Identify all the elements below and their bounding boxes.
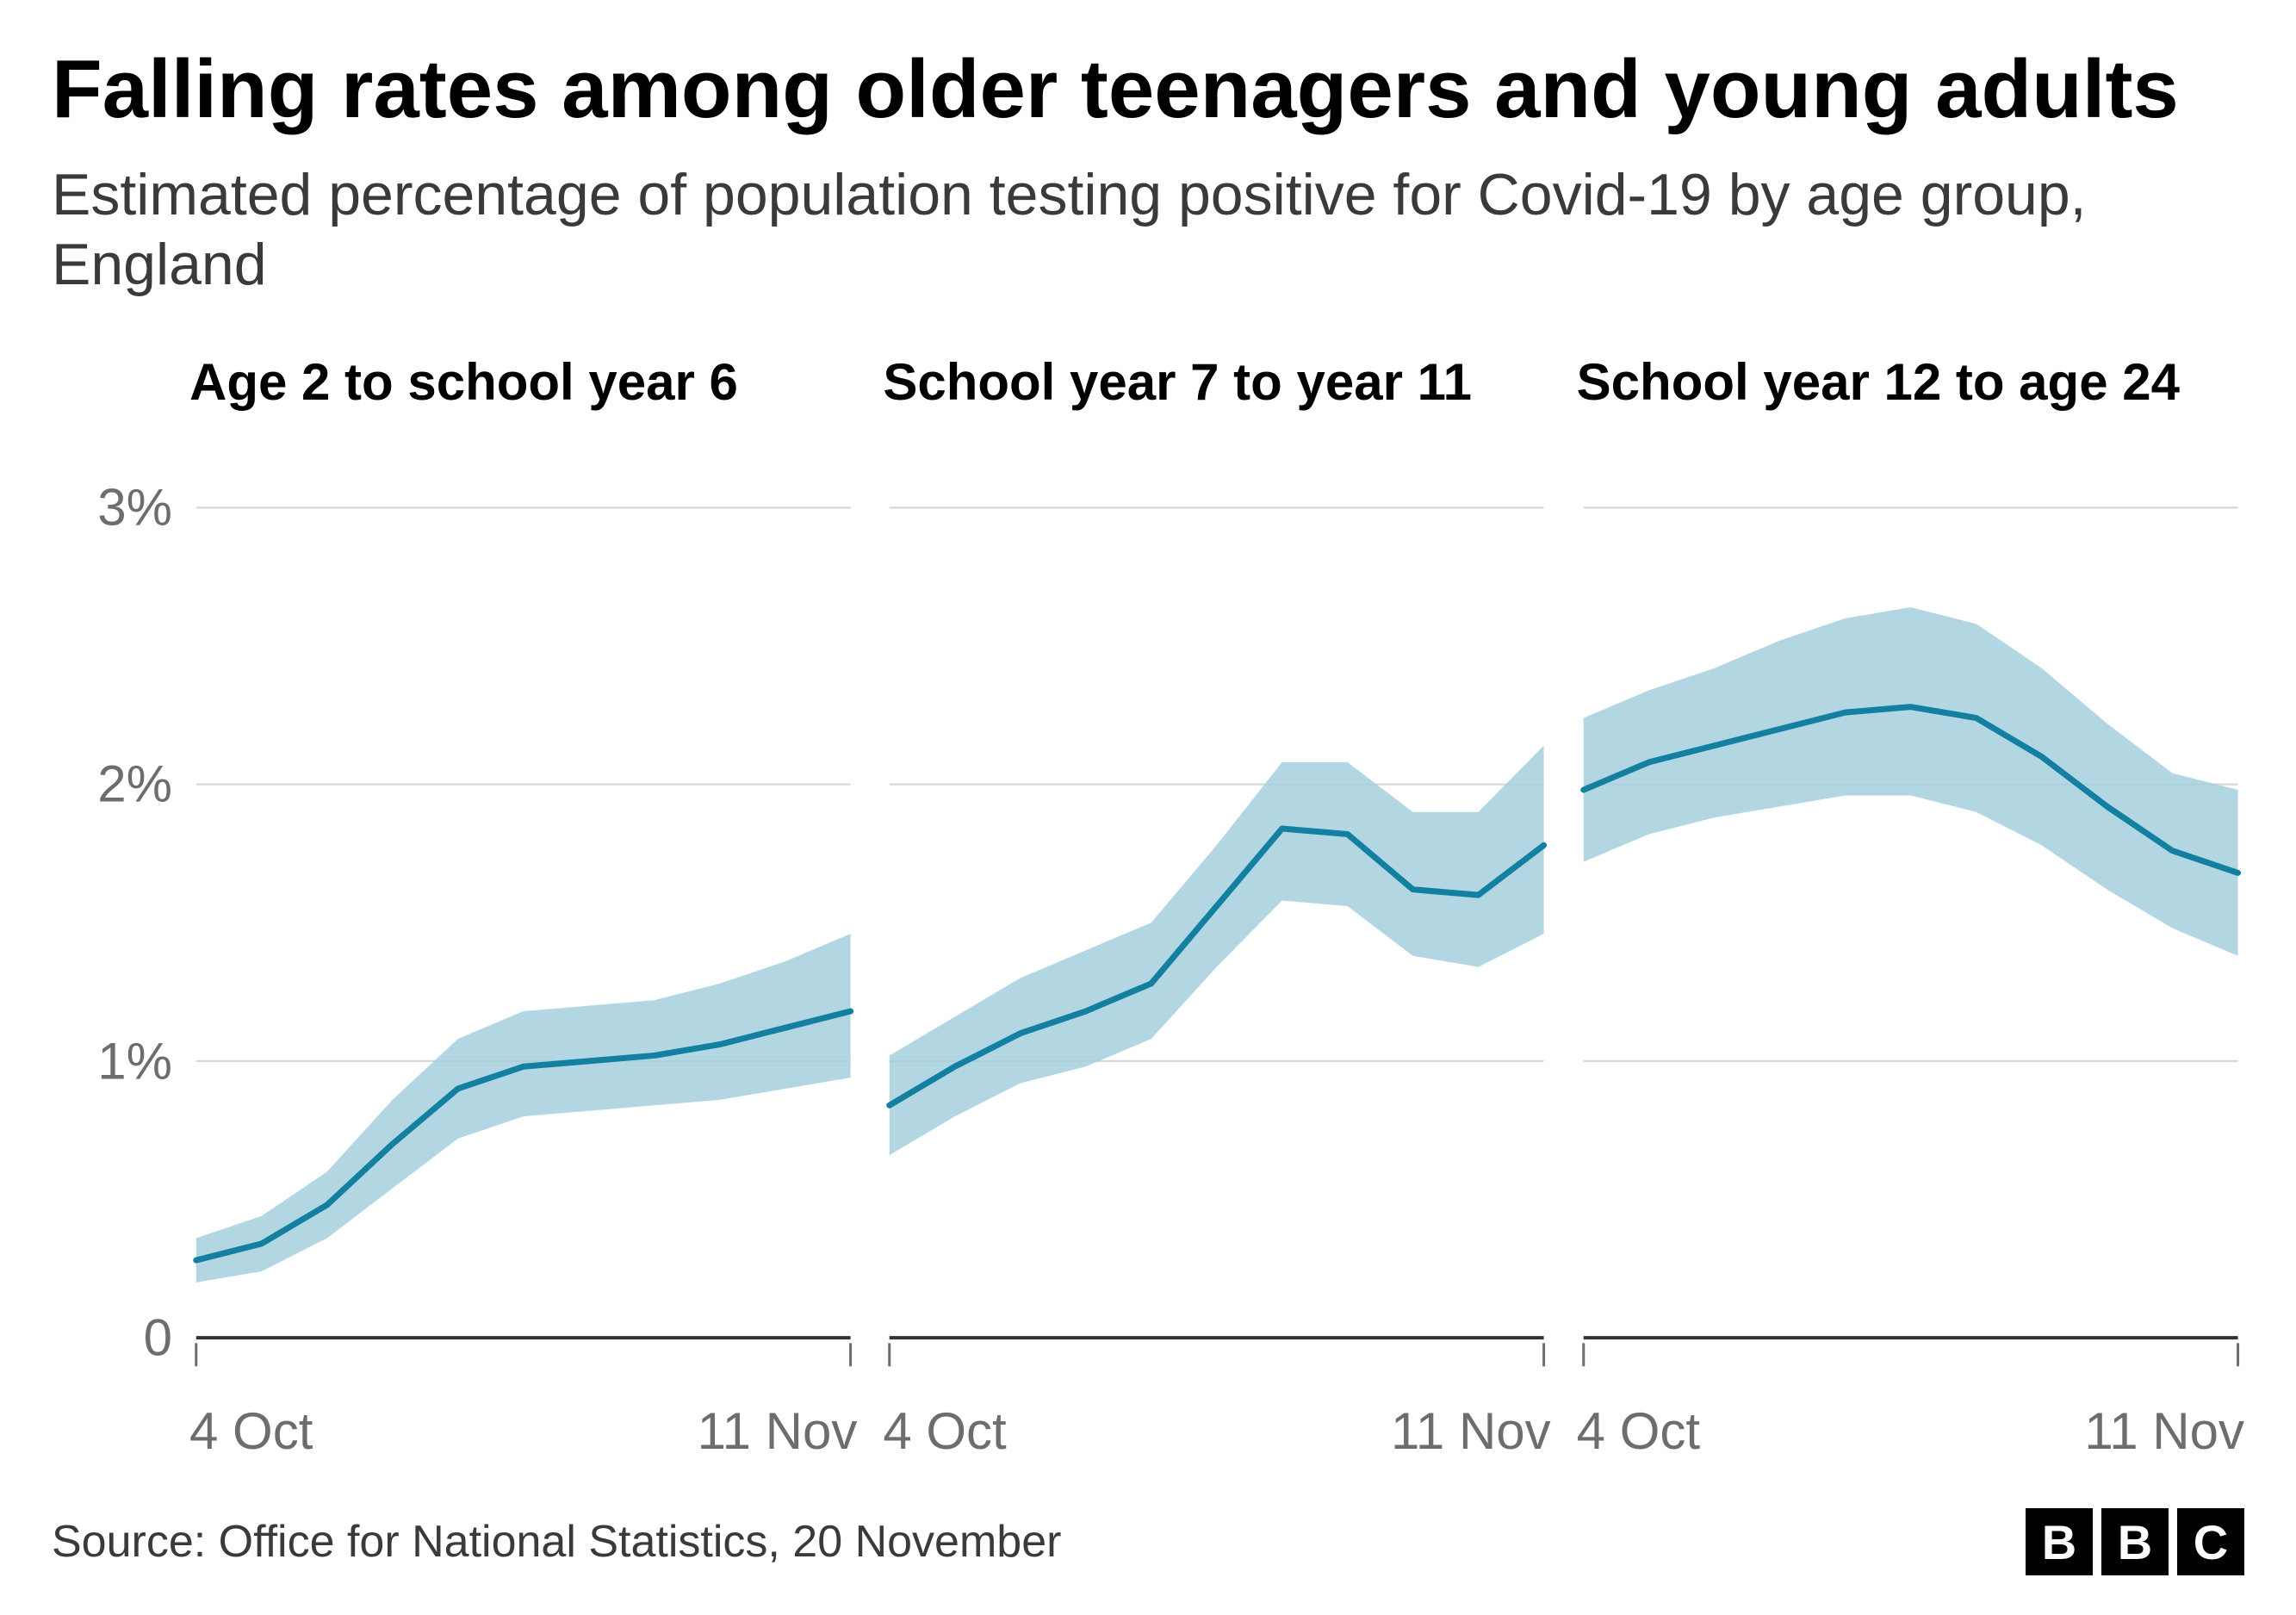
x-axis-labels: 4 Oct 11 Nov <box>189 1391 857 1477</box>
bbc-logo-letter: C <box>2177 1508 2244 1575</box>
plot <box>1577 499 2244 1391</box>
panels-row: Age 2 to school year 64 Oct11 NovSchool … <box>189 352 2244 1477</box>
x-axis-start: 4 Oct <box>1577 1401 1700 1477</box>
x-axis-labels: 4 Oct 11 Nov <box>1577 1391 2244 1477</box>
bbc-logo: BBC <box>2026 1508 2244 1575</box>
x-axis-start: 4 Oct <box>883 1401 1006 1477</box>
chart-title: Falling rates among older teenagers and … <box>52 43 2244 136</box>
source-text: Source: Office for National Statistics, … <box>52 1516 1061 1568</box>
x-axis-end: 11 Nov <box>1391 1401 1551 1477</box>
footer: Source: Office for National Statistics, … <box>52 1503 2244 1581</box>
confidence-band <box>1583 607 2237 956</box>
y-axis-label: 2% <box>97 755 172 814</box>
confidence-band <box>890 745 1544 1154</box>
confidence-band <box>196 934 851 1283</box>
panel-title: School year 7 to year 11 <box>883 352 1550 499</box>
bbc-logo-letter: B <box>2026 1508 2093 1575</box>
panel: School year 12 to age 24 4 Oct 11 Nov <box>1577 352 2244 1477</box>
panel-title: School year 12 to age 24 <box>1577 352 2244 499</box>
bbc-logo-letter: B <box>2101 1508 2169 1575</box>
y-axis-label: 1% <box>97 1031 172 1090</box>
panel: Age 2 to school year 6 4 Oct 11 Nov <box>189 352 857 1477</box>
x-axis-labels: 4 Oct 11 Nov <box>883 1391 1550 1477</box>
panel: School year 7 to year 11 4 Oct 11 Nov <box>883 352 1550 1477</box>
plot <box>883 499 1550 1391</box>
plot <box>189 499 857 1391</box>
y-axis: 0 1% 2% 3% <box>52 352 189 1477</box>
y-axis-label: 3% <box>97 478 172 537</box>
panel-title: Age 2 to school year 6 <box>189 352 857 499</box>
x-axis-end: 11 Nov <box>2084 1401 2244 1477</box>
x-axis-start: 4 Oct <box>189 1401 313 1477</box>
y-axis-label: 0 <box>144 1308 172 1367</box>
x-axis-end: 11 Nov <box>698 1401 858 1477</box>
chart-subtitle: Estimated percentage of population testi… <box>52 160 2244 301</box>
charts-area: 0 1% 2% 3% Age 2 to school year 6 4 Oct 11 No… <box>52 352 2244 1477</box>
